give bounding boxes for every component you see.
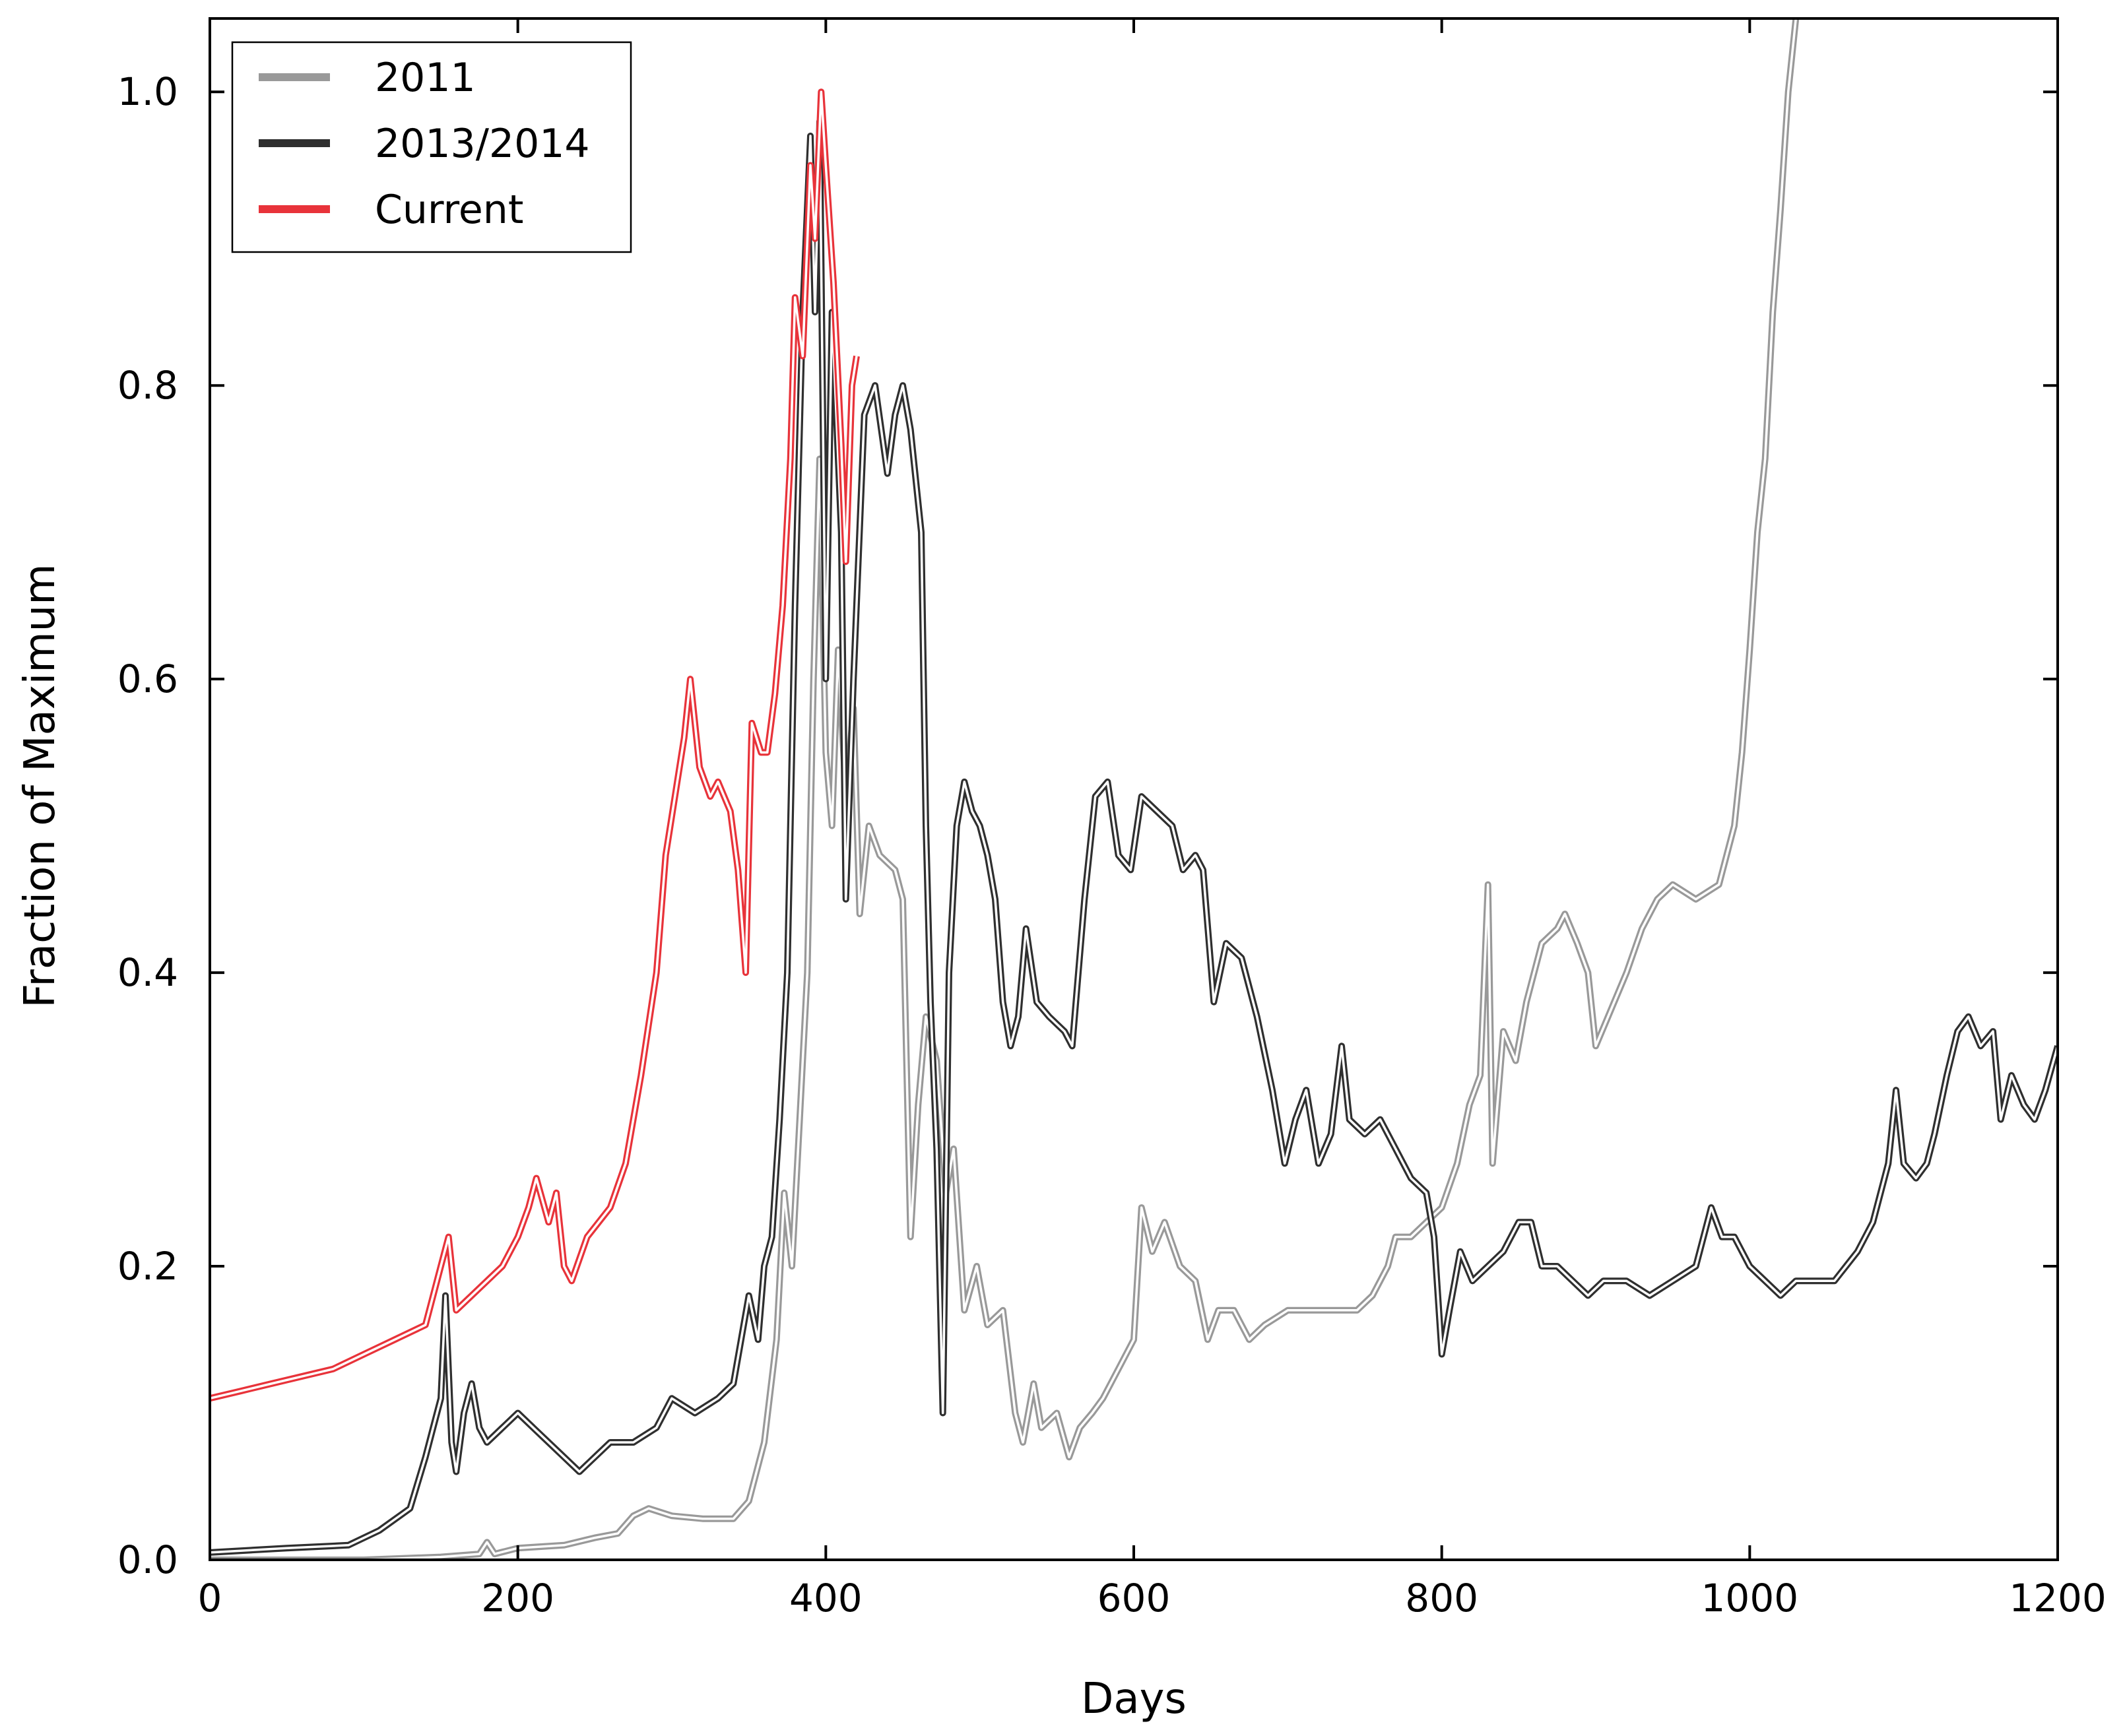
y-tick-label: 0.4 — [117, 950, 178, 995]
x-tick-label: 800 — [1405, 1576, 1478, 1621]
x-tick-label: 1200 — [2009, 1576, 2107, 1621]
series-line-core — [210, 90, 858, 1400]
legend-label: Current — [375, 187, 523, 233]
series-current — [210, 88, 860, 1402]
x-tick-label: 400 — [789, 1576, 863, 1621]
y-tick-label: 0.0 — [117, 1537, 178, 1582]
plot-frame — [209, 17, 2059, 1561]
series-line-core — [210, 119, 2058, 1554]
series-2011 — [210, 18, 1800, 1560]
x-tick-label: 1000 — [1701, 1576, 1799, 1621]
tick-layer: 0 200 400 600 800 1000 1200 0.0 0.2 0.4 0.6 0.8 1.0 — [117, 18, 2107, 1621]
series-layer — [210, 18, 2058, 1560]
legend-label: 2011 — [375, 55, 476, 101]
x-tick-label: 0 — [198, 1576, 222, 1621]
legend: 2011 2013/2014 Current — [231, 41, 632, 253]
x-axis-title: Days — [1081, 1675, 1187, 1723]
y-tick-label: 0.2 — [117, 1244, 178, 1289]
series-line-core — [210, 18, 1798, 1560]
series-2013-2014 — [210, 117, 2058, 1556]
x-tick-label: 200 — [481, 1576, 554, 1621]
y-axis-title: Fraction of Maximum — [16, 563, 65, 1008]
legend-label: 2013/2014 — [375, 121, 590, 167]
y-tick-label: 1.0 — [117, 69, 178, 114]
x-tick-label: 600 — [1097, 1576, 1171, 1621]
y-tick-label: 0.8 — [117, 363, 178, 408]
y-tick-label: 0.6 — [117, 657, 178, 701]
